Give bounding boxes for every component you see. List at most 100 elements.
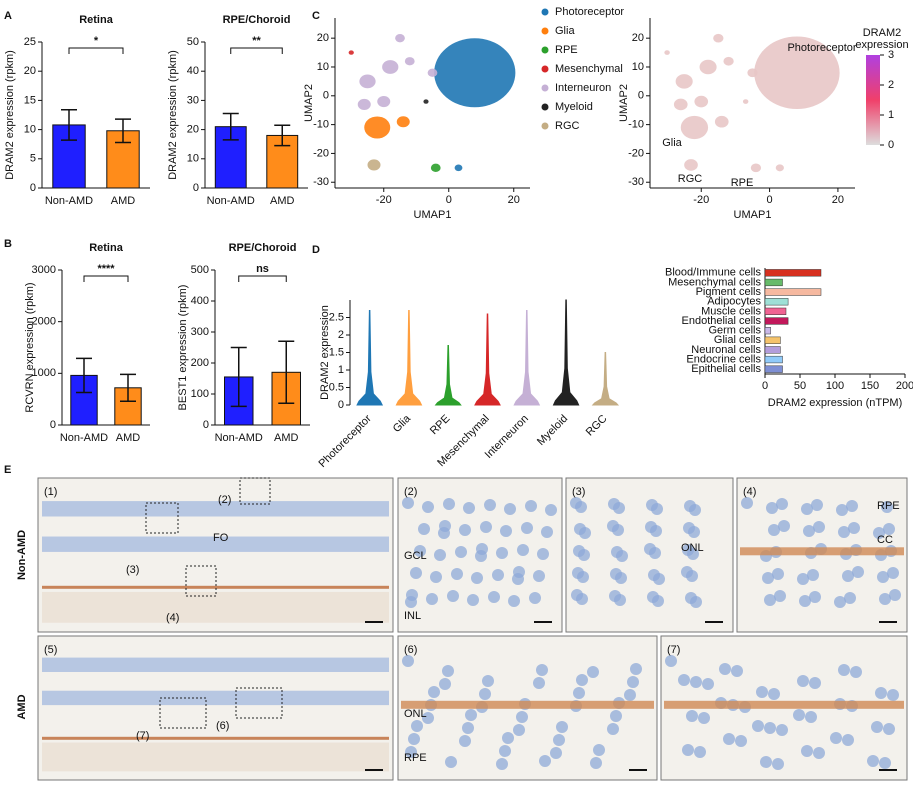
nucleus <box>488 591 500 603</box>
tissue-layer <box>42 585 389 589</box>
violin <box>434 345 462 406</box>
nucleus <box>475 550 487 562</box>
nucleus <box>463 502 475 514</box>
nucleus <box>875 687 887 699</box>
y-tick-label: 20 <box>632 32 644 44</box>
nucleus <box>541 526 553 538</box>
tissue-layer <box>42 501 389 517</box>
nucleus <box>615 572 627 584</box>
x-tick-label: 0 <box>446 194 452 206</box>
nucleus <box>686 710 698 722</box>
nucleus <box>883 523 895 535</box>
x-tick-label: 0 <box>767 194 773 206</box>
nucleus <box>525 500 537 512</box>
nucleus <box>690 676 702 688</box>
nucleus <box>610 710 622 722</box>
nucleus <box>612 524 624 536</box>
nucleus <box>405 596 417 608</box>
nucleus <box>801 745 813 757</box>
y-tick-label: 10 <box>187 153 199 165</box>
significance-bracket <box>238 275 287 282</box>
nucleus <box>838 664 850 676</box>
y-tick-label: Adipocytes <box>707 296 761 308</box>
nucleus <box>764 722 776 734</box>
nucleus <box>752 720 764 732</box>
nucleus <box>465 709 477 721</box>
y-axis-label: UMAP2 <box>303 84 315 122</box>
cluster-point <box>423 99 429 104</box>
cluster-point <box>723 56 734 66</box>
x-tick-label: 0 <box>762 380 768 392</box>
violin <box>356 310 384 406</box>
cluster-point <box>357 98 371 110</box>
cluster-point <box>680 115 709 140</box>
y-tick-label: 100 <box>191 388 209 400</box>
cluster-point <box>775 164 784 172</box>
y-axis-label: DRAM2 expression (rpkm) <box>167 50 179 180</box>
legend-label: Photoreceptor <box>555 6 624 18</box>
error-bar <box>120 373 136 402</box>
nucleus <box>536 664 548 676</box>
x-axis-label: UMAP1 <box>734 209 772 221</box>
y-tick-label: 10 <box>24 124 36 136</box>
cluster-point <box>675 74 693 89</box>
error-bar <box>76 357 92 394</box>
nucleus <box>630 663 642 675</box>
annotation: RGC <box>678 173 703 185</box>
image-label: (4) <box>743 486 756 498</box>
inset-box <box>159 697 207 729</box>
bar <box>764 327 771 335</box>
nucleus <box>500 525 512 537</box>
nucleus <box>517 544 529 556</box>
x-tick-label: Non-AMD <box>207 195 255 207</box>
nucleus <box>762 572 774 584</box>
y-tick-label: 1000 <box>32 367 56 379</box>
y-axis-label: BEST1 expression (rpkm) <box>177 285 189 411</box>
nucleus <box>573 687 585 699</box>
nucleus <box>678 674 690 686</box>
nucleus <box>650 525 662 537</box>
legend-marker <box>541 122 549 130</box>
y-tick-label: -30 <box>628 176 644 188</box>
nucleus <box>512 573 524 585</box>
x-tick-label: 100 <box>826 380 844 392</box>
panel-label: D <box>312 244 320 256</box>
nucleus <box>682 744 694 756</box>
nucleus <box>807 569 819 581</box>
cluster-point <box>673 98 688 111</box>
nucleus <box>719 663 731 675</box>
y-tick-label: 400 <box>191 295 209 307</box>
nucleus <box>410 567 422 579</box>
annotation: Photoreceptor <box>787 42 856 54</box>
y-tick-label: Blood/Immune cells <box>665 267 761 279</box>
nucleus <box>533 570 545 582</box>
y-axis-label: RCVRN expression (rpkm) <box>24 282 36 412</box>
y-tick-label: Muscle cells <box>701 305 761 317</box>
annotation: Glia <box>662 137 682 149</box>
nucleus <box>411 720 423 732</box>
y-tick-label: 200 <box>191 357 209 369</box>
cluster-point <box>713 33 724 43</box>
nucleus <box>537 548 549 560</box>
nucleus <box>513 724 525 736</box>
nucleus <box>766 502 778 514</box>
cluster-point <box>699 59 717 75</box>
cluster-point <box>395 34 405 43</box>
nucleus <box>813 747 825 759</box>
nucleus <box>529 592 541 604</box>
nucleus <box>809 677 821 689</box>
nucleus <box>772 568 784 580</box>
x-tick-label: 50 <box>794 380 806 392</box>
nucleus <box>776 724 788 736</box>
x-tick-label: 200 <box>896 380 913 392</box>
y-tick-label: 40 <box>187 65 199 77</box>
nucleus <box>887 567 899 579</box>
y-tick-label: 1 <box>338 364 344 376</box>
nucleus <box>455 546 467 558</box>
nucleus <box>850 666 862 678</box>
y-tick-label: 0 <box>203 419 209 431</box>
x-tick-label: AMD <box>274 432 299 444</box>
nucleus <box>887 689 899 701</box>
violin <box>552 299 580 406</box>
